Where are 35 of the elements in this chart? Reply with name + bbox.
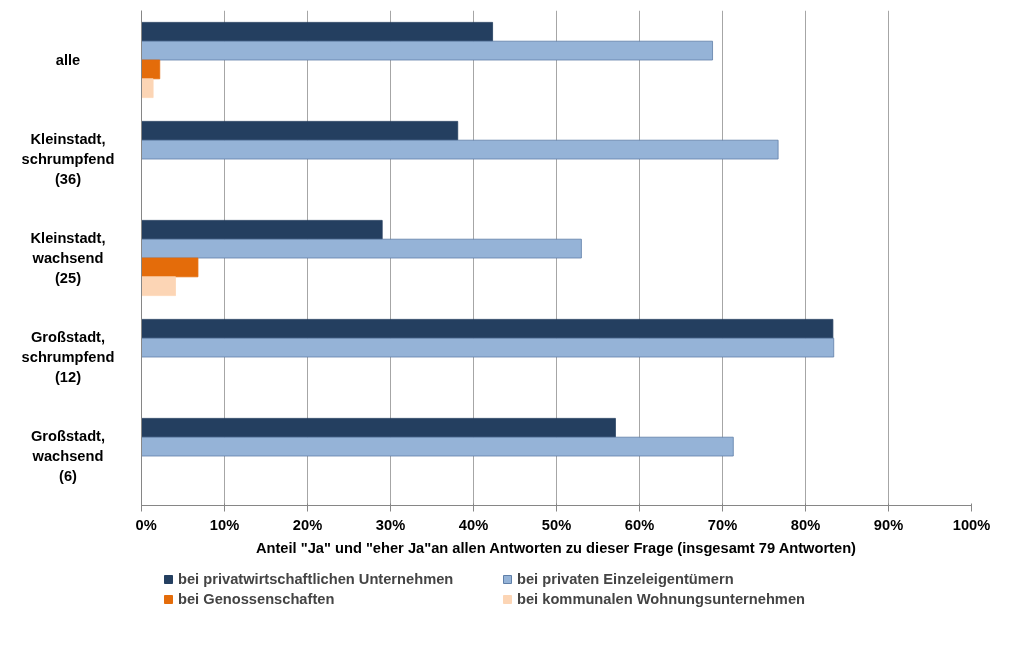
x-tick-label: 50%	[541, 516, 572, 533]
x-tick-label: 10%	[209, 516, 240, 533]
bar	[141, 78, 154, 99]
x-tick-label: 60%	[624, 516, 655, 533]
x-tick-label: 30%	[375, 516, 406, 533]
legend-label: bei privaten Einzeleigentümern	[517, 571, 735, 587]
bar	[141, 257, 199, 278]
bar	[141, 337, 835, 358]
y-tick-label: Großstadt, wachsend (6)	[30, 428, 106, 484]
legend-label: bei kommunalen Wohnungsunternehmen	[517, 591, 806, 607]
bar	[141, 120, 459, 141]
bar	[141, 417, 616, 438]
x-tick-label: 0%	[135, 516, 157, 533]
x-axis-title: Anteil "Ja" und "eher Ja"an allen Antworten zu dieser Frage (insgesamt 79 Antworten)	[255, 539, 857, 556]
bar	[141, 238, 582, 259]
x-tick-label: 70%	[707, 516, 738, 533]
bar	[141, 21, 493, 42]
y-tick-label: Großstadt, schrumpfend (12)	[21, 329, 115, 385]
x-tick-label: 80%	[790, 516, 821, 533]
bar	[141, 219, 383, 240]
bar	[141, 139, 779, 160]
x-tick-label: 90%	[873, 516, 904, 533]
y-tick-label: alle	[55, 52, 81, 68]
x-tick-label: 40%	[458, 516, 489, 533]
y-tick-label: Kleinstadt, wachsend (25)	[30, 230, 106, 286]
bar	[141, 318, 834, 339]
bar	[141, 436, 734, 457]
legend-label: bei privatwirtschaftlichen Unternehmen	[178, 571, 455, 587]
x-tick-label: 20%	[292, 516, 323, 533]
y-tick-label: Kleinstadt, schrumpfend (36)	[21, 131, 115, 187]
bar	[141, 59, 161, 80]
legend-label: bei Genossenschaften	[178, 591, 336, 607]
x-tick-label: 100%	[952, 516, 991, 533]
bar	[141, 40, 713, 61]
bar	[141, 276, 176, 297]
